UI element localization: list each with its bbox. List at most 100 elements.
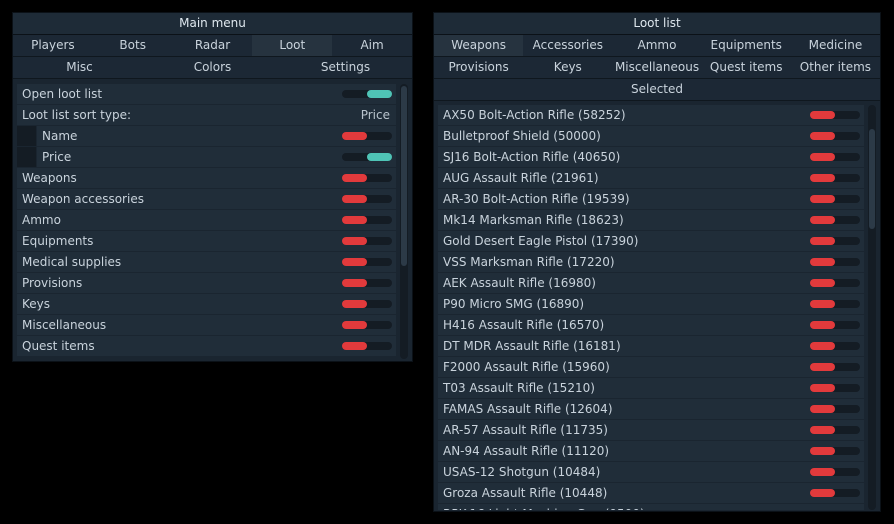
loot-item-toggle[interactable] [810,405,860,413]
loot-item-row[interactable]: Bulletproof Shield (50000) [438,126,864,146]
toggle-knob [810,279,835,287]
indent-gutter [17,147,36,167]
tab-settings[interactable]: Settings [279,57,412,78]
loot-list-scrollbar[interactable] [868,105,876,510]
loot-item-label: T03 Assault Rifle (15210) [443,381,595,395]
loot-item-toggle[interactable] [810,111,860,119]
loot-item-toggle[interactable] [810,237,860,245]
setting-toggle[interactable] [342,300,392,308]
setting-row[interactable]: Loot list sort type: Price [17,105,396,125]
loot-item-row[interactable]: AEK Assault Rifle (16980) [438,273,864,293]
tab-weapons[interactable]: Weapons [434,35,524,56]
tab-ammo[interactable]: Ammo [612,35,702,56]
loot-item-toggle[interactable] [810,447,860,455]
tab-aim[interactable]: Aim [332,35,412,56]
main-menu-tab-row-2: Misc Colors Settings [13,57,412,79]
loot-item-toggle[interactable] [810,153,860,161]
setting-row[interactable]: Weapon accessories [17,189,396,209]
loot-item-row[interactable]: Groza Assault Rifle (10448) [438,483,864,503]
loot-item-toggle[interactable] [810,258,860,266]
setting-row[interactable]: Quest items [17,336,396,356]
tab-bots[interactable]: Bots [92,35,173,56]
setting-row[interactable]: Keys [17,294,396,314]
tab-colors[interactable]: Colors [146,57,279,78]
loot-item-toggle[interactable] [810,468,860,476]
setting-row[interactable]: Equipments [17,231,396,251]
setting-row[interactable]: Medical supplies [17,252,396,272]
setting-row[interactable]: Provisions [17,273,396,293]
loot-item-row[interactable]: Gold Desert Eagle Pistol (17390) [438,231,864,251]
setting-toggle[interactable] [342,132,392,140]
setting-row[interactable]: Name [17,126,396,146]
tab-keys[interactable]: Keys [523,57,613,78]
main-menu-scrollbar-thumb[interactable] [401,86,407,266]
loot-item-row[interactable]: FAMAS Assault Rifle (12604) [438,399,864,419]
toggle-knob [810,132,835,140]
setting-toggle[interactable] [342,321,392,329]
loot-item-row[interactable]: DT MDR Assault Rifle (16181) [438,336,864,356]
loot-item-row[interactable]: AR-30 Bolt-Action Rifle (19539) [438,189,864,209]
setting-row[interactable]: Miscellaneous [17,315,396,335]
loot-list-panel: Loot list Weapons Accessories Ammo Equipmen… [433,12,881,512]
loot-settings-list: Open loot list Loot list sort type: Price N… [17,84,396,360]
loot-item-row[interactable]: VSS Marksman Rifle (17220) [438,252,864,272]
setting-row[interactable]: Ammo [17,210,396,230]
loot-item-row[interactable]: T03 Assault Rifle (15210) [438,378,864,398]
loot-item-row[interactable]: RPK-16 Light Machine Gun (9500) [438,504,864,510]
toggle-knob [810,111,835,119]
tab-quest-items[interactable]: Quest items [701,57,791,78]
setting-row[interactable]: Open loot list [17,84,396,104]
loot-item-row[interactable]: H416 Assault Rifle (16570) [438,315,864,335]
loot-item-row[interactable]: AX50 Bolt-Action Rifle (58252) [438,105,864,125]
loot-item-row[interactable]: Mk14 Marksman Rifle (18623) [438,210,864,230]
loot-item-toggle[interactable] [810,384,860,392]
setting-value[interactable]: Price [360,108,390,122]
tab-equipments[interactable]: Equipments [701,35,791,56]
loot-item-toggle[interactable] [810,342,860,350]
toggle-knob [810,216,835,224]
tab-accessories[interactable]: Accessories [523,35,613,56]
loot-item-toggle[interactable] [810,279,860,287]
setting-toggle[interactable] [342,195,392,203]
loot-item-toggle[interactable] [810,216,860,224]
tab-radar[interactable]: Radar [172,35,253,56]
setting-toggle[interactable] [342,258,392,266]
setting-toggle[interactable] [342,90,392,98]
loot-item-row[interactable]: AUG Assault Rifle (21961) [438,168,864,188]
setting-toggle[interactable] [342,237,392,245]
setting-row[interactable]: Price [17,147,396,167]
tab-miscellaneous[interactable]: Miscellaneous [612,57,702,78]
tab-loot[interactable]: Loot [252,35,333,56]
loot-item-row[interactable]: AR-57 Assault Rifle (11735) [438,420,864,440]
toggle-knob [342,132,367,140]
loot-item-toggle[interactable] [810,195,860,203]
tab-provisions[interactable]: Provisions [434,57,524,78]
loot-item-toggle[interactable] [810,489,860,497]
tab-selected[interactable]: Selected [434,79,880,101]
setting-toggle[interactable] [342,342,392,350]
loot-item-toggle[interactable] [810,300,860,308]
loot-item-toggle[interactable] [810,321,860,329]
loot-list-tab-row-2: Provisions Keys Miscellaneous Quest items Ot… [434,57,881,79]
loot-list-scrollbar-thumb[interactable] [869,129,875,229]
setting-toggle[interactable] [342,174,392,182]
main-menu-scrollbar[interactable] [400,84,408,359]
tab-other-items[interactable]: Other items [790,57,881,78]
loot-item-row[interactable]: AN-94 Assault Rifle (11120) [438,441,864,461]
loot-item-row[interactable]: F2000 Assault Rifle (15960) [438,357,864,377]
setting-row[interactable]: Weapons [17,168,396,188]
tab-medicine[interactable]: Medicine [790,35,881,56]
setting-toggle[interactable] [342,216,392,224]
loot-item-toggle[interactable] [810,426,860,434]
loot-item-toggle[interactable] [810,174,860,182]
loot-item-row[interactable]: SJ16 Bolt-Action Rifle (40650) [438,147,864,167]
loot-item-row[interactable]: P90 Micro SMG (16890) [438,294,864,314]
tab-misc[interactable]: Misc [13,57,146,78]
loot-item-row[interactable]: USAS-12 Shotgun (10484) [438,462,864,482]
tab-players[interactable]: Players [13,35,93,56]
toggle-knob [367,90,392,98]
loot-item-toggle[interactable] [810,363,860,371]
loot-item-toggle[interactable] [810,132,860,140]
setting-toggle[interactable] [342,153,392,161]
setting-toggle[interactable] [342,279,392,287]
